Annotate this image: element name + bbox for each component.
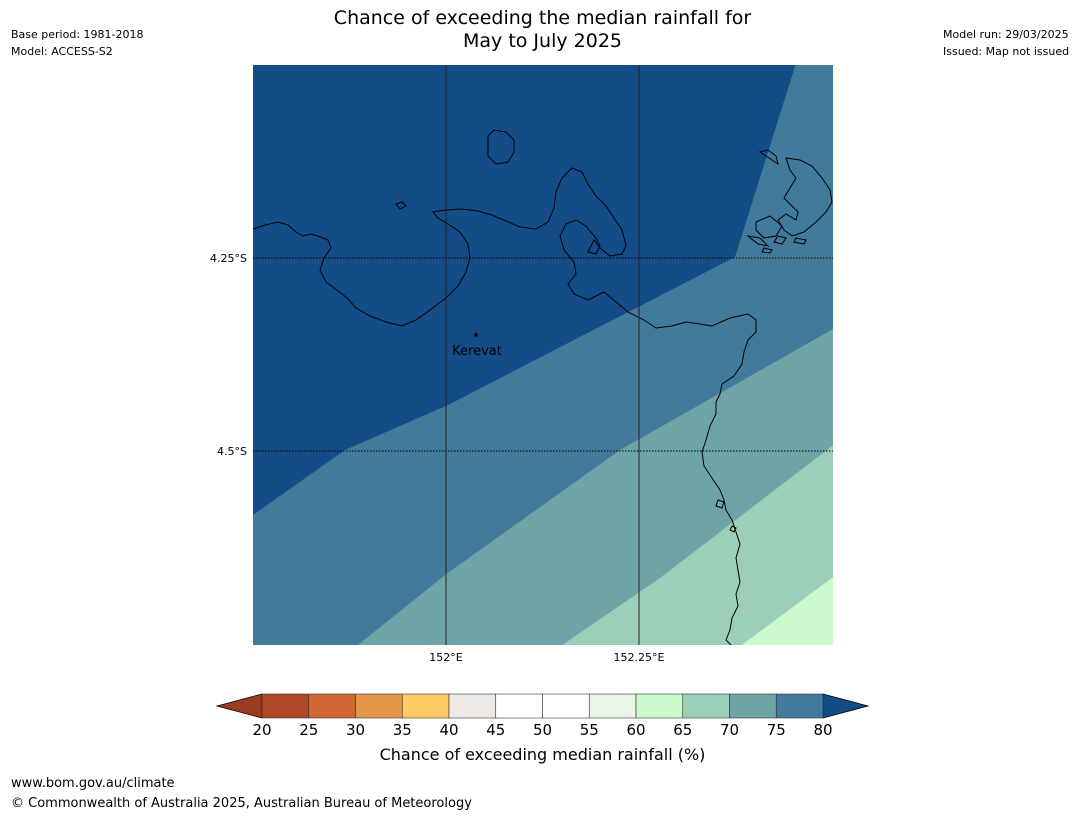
colorbar-swatch — [588, 693, 637, 719]
lon-label-152e: 152°E — [429, 651, 462, 664]
colorbar-tick-label: 45 — [486, 721, 505, 739]
colorbar-swatch — [542, 693, 590, 719]
map-area: Kerevat — [253, 65, 833, 645]
footer-url: www.bom.gov.au/climate — [11, 776, 175, 791]
colorbar-swatch — [355, 693, 403, 719]
map-title: Chance of exceeding the median rainfall … — [0, 7, 1085, 53]
colorbar-tick-label: 75 — [767, 721, 786, 739]
colorbar-tick-label: 80 — [813, 721, 832, 739]
latitude-gridlines — [253, 257, 833, 452]
colorbar-swatch — [775, 693, 824, 719]
colorbar-tick-label: 55 — [580, 721, 599, 739]
colorbar-tick-label: 60 — [626, 721, 645, 739]
colorbar-tick-label: 65 — [673, 721, 692, 739]
coastline — [253, 129, 833, 645]
kerevat-marker — [474, 333, 478, 337]
title-line-2: May to July 2025 — [463, 30, 622, 52]
colorbar-swatch — [448, 693, 497, 719]
footer: www.bom.gov.au/climate © Commonwealth of… — [11, 774, 472, 814]
colorbar-tick-label: 50 — [533, 721, 552, 739]
colorbar-tick-label: 35 — [393, 721, 412, 739]
colorbar-over-arrow — [822, 693, 870, 719]
meta-right: Model run: 29/03/2025 Issued: Map not is… — [943, 26, 1069, 60]
meta-left: Base period: 1981-2018 Model: ACCESS-S2 — [11, 26, 143, 60]
title-line-1: Chance of exceeding the median rainfall … — [333, 7, 752, 29]
colorbar-swatch — [308, 693, 356, 719]
colorbar: 20 25 30 35 40 45 50 55 60 65 70 75 80 — [215, 693, 870, 739]
colorbar-tick-label: 30 — [346, 721, 365, 739]
colorbar-swatch — [729, 693, 777, 719]
issued-text: Issued: Map not issued — [943, 45, 1070, 58]
colorbar-swatch — [261, 693, 310, 719]
colorbar-tick-label: 70 — [720, 721, 739, 739]
colorbar-tick-label: 20 — [252, 721, 271, 739]
model-text: Model: ACCESS-S2 — [11, 45, 113, 58]
lat-label-4-5s: 4.5°S — [217, 445, 247, 458]
colorbar-swatch — [495, 693, 543, 719]
colorbar-swatch — [635, 693, 684, 719]
kerevat-label: Kerevat — [452, 344, 502, 359]
colorbar-tick-label: 25 — [299, 721, 318, 739]
footer-copyright: © Commonwealth of Australia 2025, Austra… — [11, 796, 472, 811]
longitude-gridlines — [445, 65, 640, 645]
colorbar-tick-label: 40 — [439, 721, 458, 739]
region-60-65 — [741, 577, 833, 645]
colorbar-swatch — [401, 693, 450, 719]
lon-label-152-25e: 152.25°E — [614, 651, 665, 664]
colorbar-under-arrow — [215, 693, 263, 719]
base-period-text: Base period: 1981-2018 — [11, 28, 144, 41]
lat-label-4-25s: 4.25°S — [210, 252, 247, 265]
model-run-text: Model run: 29/03/2025 — [943, 28, 1069, 41]
colorbar-title: Chance of exceeding median rainfall (%) — [379, 745, 706, 764]
colorbar-swatch — [682, 693, 730, 719]
region-65-70 — [562, 445, 833, 645]
